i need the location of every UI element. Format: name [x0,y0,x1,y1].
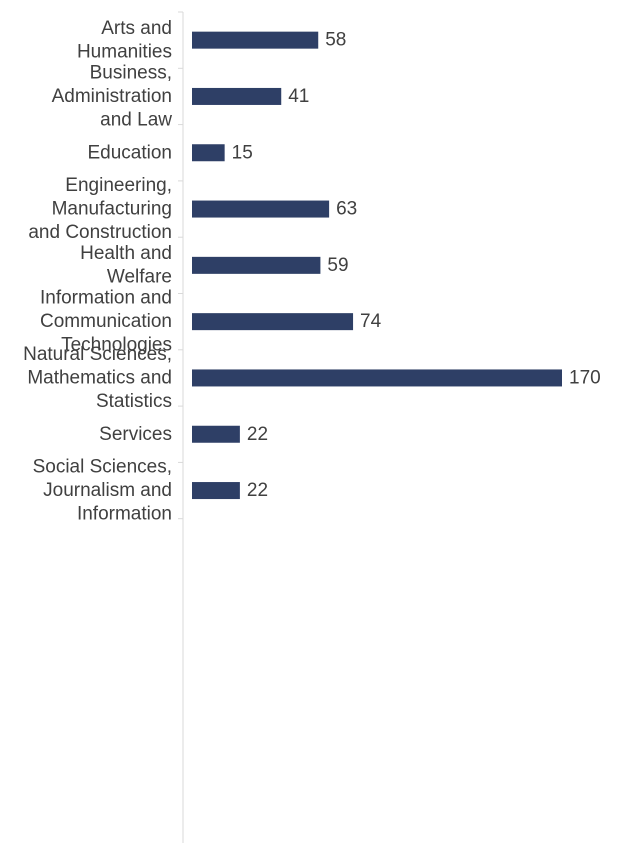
category-label-line: Business, [90,62,172,83]
data-label: 170 [569,367,601,388]
data-label: 22 [247,480,268,501]
category-label-line: Manufacturing [52,199,172,220]
category-label: Natural Sciences, Mathematics and Statisti… [23,344,172,412]
category-label: Business, Administration and Law [52,62,173,130]
bar [192,482,240,500]
category-label-line: Education [87,142,172,163]
y-axis-ticks [178,11,183,520]
bar [192,87,282,105]
data-label: 74 [360,311,382,332]
category-label-line: Mathematics and [27,367,172,388]
bar [192,425,240,443]
category-label: Social Sciences, Journalism and Informatio… [33,457,172,525]
category-label-line: and Construction [28,222,172,243]
category-label-line: Welfare [107,267,172,288]
bar [192,200,330,218]
bar [192,144,225,162]
category-label: Information and Communication Technologies [40,288,172,356]
category-label-line: Journalism and [43,480,172,501]
data-label: 22 [247,424,268,445]
category-label: Health and Welfare [80,243,172,288]
category-label-line: Health and [80,243,172,264]
category-label-line: Statistics [96,391,172,412]
data-label: 58 [325,30,346,51]
bars-group [192,31,562,500]
category-label: Education [87,142,172,163]
category-label-line: Communication [40,311,172,332]
category-label-line: Information and [40,288,172,309]
bar [192,313,354,331]
bar [192,256,321,274]
category-label: Engineering, Manufacturing and Constructio… [28,175,172,243]
category-label-line: Engineering, [65,175,172,196]
category-label-line: Services [99,424,172,445]
category-label-line: Natural Sciences, [23,344,172,365]
bar [192,369,562,387]
data-label: 15 [232,142,253,163]
data-label: 41 [288,86,309,107]
category-label: Arts and Humanities [77,18,172,63]
category-label-line: and Law [100,109,172,130]
category-label-line: Arts and [101,18,172,39]
category-label-line: Administration [52,86,172,107]
category-label-line: Social Sciences, [33,457,172,478]
bar [192,31,319,49]
category-label: Services [99,424,172,445]
value-labels-group: 58 41 15 63 59 74 170 22 22 [232,30,601,501]
category-label-line: Technologies [61,335,172,356]
category-label-line: Information [77,504,172,525]
data-label: 59 [327,255,348,276]
category-label-line: Humanities [77,41,172,62]
data-label: 63 [336,199,357,220]
